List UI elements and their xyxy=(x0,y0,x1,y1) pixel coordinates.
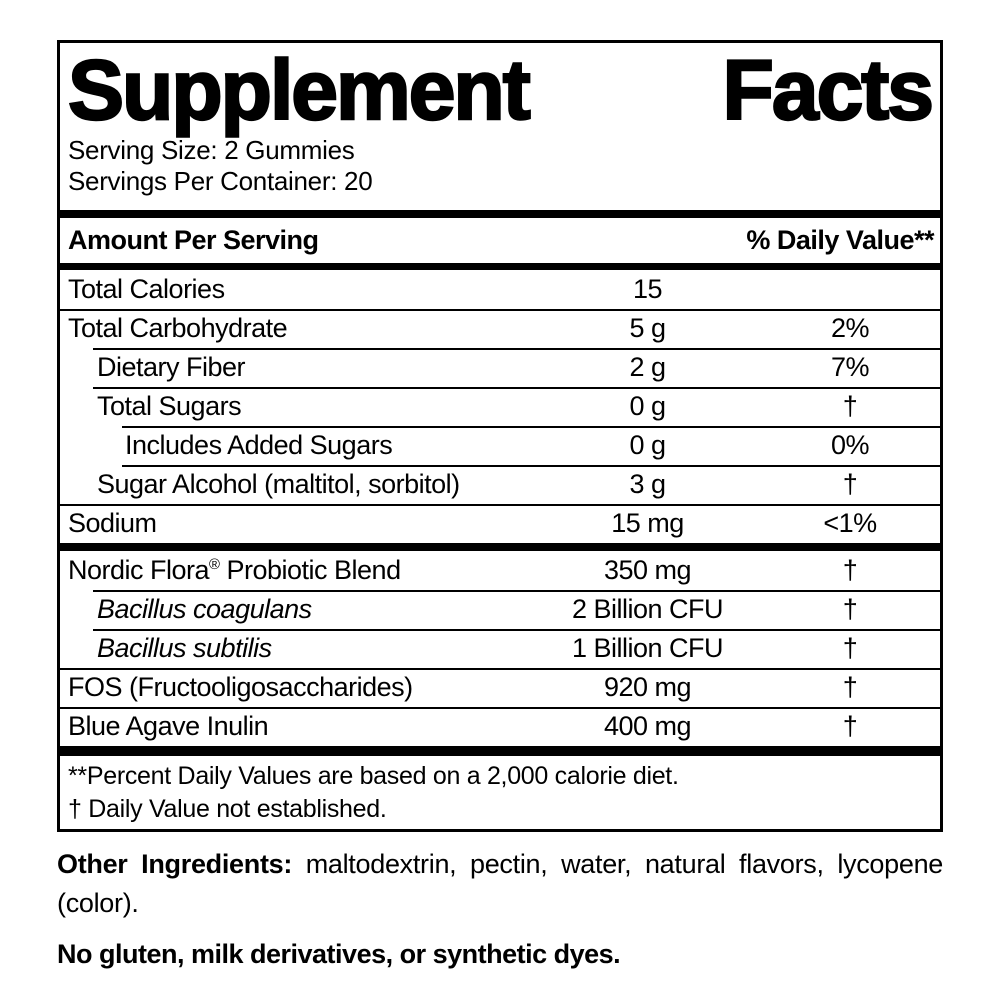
divider-bar-thick xyxy=(60,263,940,270)
nutrient-dv: † xyxy=(842,469,858,499)
supplement-facts-panel: Supplement Facts Serving Size: 2 Gummies… xyxy=(57,40,943,832)
nutrient-dv: 2% xyxy=(830,313,870,343)
nutrient-name: Sugar Alcohol (maltitol, sorbitol) xyxy=(97,469,460,499)
nutrient-amount: 5 g xyxy=(629,313,666,343)
daily-value-label: % Daily Value** xyxy=(746,225,934,255)
row-probiotic-blend: Nordic Flora® Probiotic Blend 350 mg † xyxy=(60,551,940,590)
row-added-sugars: Includes Added Sugars 0 g 0% xyxy=(60,426,940,465)
footnotes: **Percent Daily Values are based on a 2,… xyxy=(60,756,940,826)
nutrient-name: Total Sugars xyxy=(97,391,242,421)
nutrient-amount: 15 mg xyxy=(611,508,684,538)
row-sugar-alcohol: Sugar Alcohol (maltitol, sorbitol) 3 g † xyxy=(60,465,940,504)
nutrient-amount: 2 g xyxy=(629,352,666,382)
row-total-calories: Total Calories 15 xyxy=(60,270,940,309)
panel-title: Supplement Facts xyxy=(67,43,935,137)
nutrient-name: Bacillus subtilis xyxy=(97,633,272,663)
row-total-sugars: Total Sugars 0 g † xyxy=(60,387,940,426)
nutrient-name: FOS (Fructooligosaccharides) xyxy=(68,672,413,702)
nutrient-dv: † xyxy=(842,594,858,624)
row-bacillus-coagulans: Bacillus coagulans 2 Billion CFU † xyxy=(60,590,940,629)
nutrient-dv: † xyxy=(842,711,858,741)
nutrient-amount: 0 g xyxy=(629,391,666,421)
column-header-row: Amount Per Serving % Daily Value** xyxy=(60,218,940,263)
other-ingredients-label: Other Ingredients: xyxy=(57,849,293,879)
nutrient-dv: <1% xyxy=(823,508,877,538)
nutrient-dv: 0% xyxy=(830,430,870,460)
nutrient-name: Dietary Fiber xyxy=(97,352,246,382)
nutrient-name: Sodium xyxy=(68,508,157,538)
row-dietary-fiber: Dietary Fiber 2 g 7% xyxy=(60,348,940,387)
serving-size-text: Serving Size: 2 Gummies xyxy=(68,135,355,165)
nutrient-name: Blue Agave Inulin xyxy=(68,711,269,741)
nutrient-name: Bacillus coagulans xyxy=(97,594,312,624)
nutrient-dv: † xyxy=(842,555,858,585)
nutrient-amount: 350 mg xyxy=(603,555,692,585)
divider-bar-thick xyxy=(60,210,940,218)
row-total-carbohydrate: Total Carbohydrate 5 g 2% xyxy=(60,309,940,348)
nutrient-amount: 3 g xyxy=(629,469,666,499)
amount-per-serving-label: Amount Per Serving xyxy=(68,225,319,255)
nutrient-amount: 0 g xyxy=(629,430,666,460)
nutrient-name: Total Calories xyxy=(68,274,225,304)
divider-bar-thick xyxy=(60,543,940,551)
row-bacillus-subtilis: Bacillus subtilis 1 Billion CFU † xyxy=(60,629,940,668)
nutrient-dv: † xyxy=(842,391,858,421)
registered-trademark-symbol: ® xyxy=(209,557,220,573)
nutrient-dv: † xyxy=(842,672,858,702)
nutrient-amount: 2 Billion CFU xyxy=(571,594,724,624)
nutrient-dv: 7% xyxy=(830,352,870,382)
divider-bar-thick xyxy=(60,746,940,756)
other-ingredients-text: maltodextrin, pectin, water, natural fla… xyxy=(57,849,943,918)
below-panel-text: Other Ingredients: maltodextrin, pectin,… xyxy=(57,845,943,970)
footnote-daily-values: **Percent Daily Values are based on a 2,… xyxy=(68,762,679,790)
footnote-dagger: † Daily Value not established. xyxy=(68,795,387,823)
row-blue-agave-inulin: Blue Agave Inulin 400 mg † xyxy=(60,707,940,746)
other-ingredients-paragraph: Other Ingredients: maltodextrin, pectin,… xyxy=(57,845,943,923)
nutrient-amount: 1 Billion CFU xyxy=(571,633,724,663)
servings-per-container-text: Servings Per Container: 20 xyxy=(68,166,373,196)
nutrient-name: Includes Added Sugars xyxy=(125,430,393,460)
nutrient-amount: 15 xyxy=(632,274,663,304)
nutrient-name: Total Carbohydrate xyxy=(68,313,288,343)
row-sodium: Sodium 15 mg <1% xyxy=(60,504,940,543)
nutrient-amount: 400 mg xyxy=(603,711,692,741)
nutrient-dv: † xyxy=(842,633,858,663)
row-fos: FOS (Fructooligosaccharides) 920 mg † xyxy=(60,668,940,707)
nutrient-amount: 920 mg xyxy=(603,672,692,702)
allergen-claim-text: No gluten, milk derivatives, or syntheti… xyxy=(57,939,621,969)
nutrient-name: Nordic Flora® Probiotic Blend xyxy=(68,555,401,585)
